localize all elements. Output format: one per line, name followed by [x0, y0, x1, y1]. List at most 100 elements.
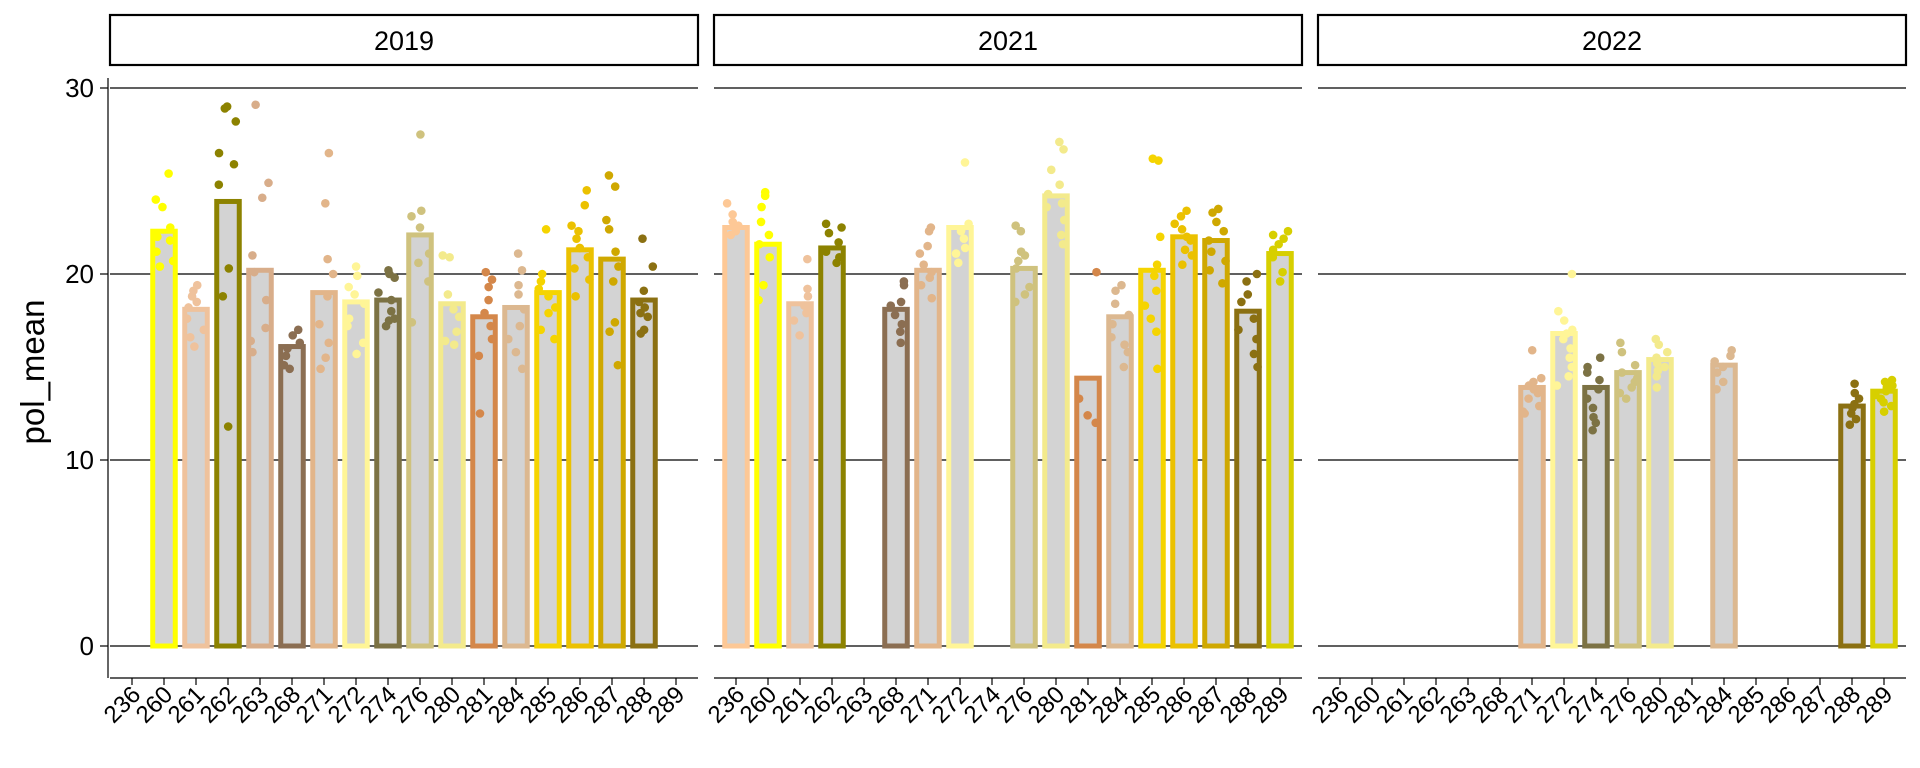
data-point: [1154, 156, 1163, 165]
bar-2022-271: [1518, 384, 1546, 649]
data-point: [765, 252, 775, 262]
data-point: [614, 262, 623, 271]
data-point: [424, 249, 434, 258]
data-point: [536, 325, 546, 335]
facet-panel-2019: 2019236260261262263268271272274276280281…: [99, 13, 700, 729]
data-point: [550, 303, 560, 312]
data-point: [722, 199, 732, 208]
facet-panel-2021: 2021236260261262263268271272274276280281…: [703, 13, 1304, 729]
data-point: [515, 321, 525, 331]
facet-strip-label: 2022: [1582, 26, 1642, 56]
data-point: [638, 234, 647, 243]
data-point: [511, 347, 521, 357]
data-point: [487, 334, 497, 344]
data-point: [295, 338, 305, 348]
data-point: [1879, 398, 1888, 407]
data-point: [1520, 409, 1529, 418]
data-point: [925, 273, 935, 283]
data-point: [956, 226, 966, 236]
data-point: [760, 191, 770, 201]
data-point: [248, 251, 257, 260]
data-point: [1042, 202, 1051, 212]
data-point: [1566, 344, 1575, 353]
data-point: [1283, 226, 1293, 236]
data-point: [1108, 319, 1117, 329]
x-tick-label: 289: [1247, 681, 1294, 728]
data-point: [1014, 256, 1023, 266]
data-point: [1616, 338, 1625, 348]
data-point: [1268, 230, 1278, 240]
data-point: [1726, 351, 1735, 361]
data-point: [1182, 206, 1191, 216]
data-point: [960, 243, 970, 253]
data-point: [1249, 314, 1259, 323]
data-point: [1527, 345, 1537, 355]
bar-2019-276: [406, 232, 434, 649]
bar-2021-285: [1138, 267, 1166, 649]
data-point: [155, 262, 165, 271]
x-tick-label: 289: [1851, 681, 1898, 728]
data-point: [636, 308, 645, 318]
data-point: [572, 234, 581, 243]
data-point: [789, 316, 799, 325]
data-point: [475, 409, 485, 418]
data-point: [192, 297, 202, 307]
data-point: [261, 295, 271, 305]
data-point: [1278, 267, 1287, 277]
data-point: [1595, 353, 1605, 363]
bar-2019-287: [598, 256, 626, 649]
data-point: [837, 223, 846, 232]
data-point: [1617, 347, 1627, 357]
data-point: [1153, 364, 1162, 374]
data-point: [605, 327, 614, 336]
data-point: [438, 251, 448, 260]
data-point: [755, 239, 764, 249]
data-point: [643, 312, 653, 322]
data-point: [1718, 377, 1728, 387]
data-point: [1564, 372, 1573, 381]
data-point: [484, 282, 493, 292]
data-point: [1178, 260, 1187, 270]
bar-2019-284: [502, 304, 530, 649]
data-point: [1092, 267, 1101, 277]
data-point: [1879, 407, 1889, 416]
data-point: [1524, 394, 1533, 403]
data-point: [890, 310, 900, 320]
data-point: [534, 284, 544, 294]
data-point: [407, 318, 417, 327]
data-point: [390, 273, 399, 283]
data-point: [324, 148, 334, 158]
bar-2019-281: [470, 314, 498, 649]
data-point: [220, 104, 230, 113]
data-point: [608, 277, 618, 286]
data-point: [924, 226, 934, 236]
data-point: [611, 247, 620, 256]
data-point: [1056, 230, 1066, 240]
data-point: [544, 308, 553, 318]
data-point: [352, 271, 362, 281]
data-point: [1253, 362, 1262, 372]
data-point: [648, 262, 658, 271]
data-point: [321, 199, 330, 208]
data-point: [964, 219, 973, 229]
x-tick-label: 289: [643, 681, 690, 728]
data-point: [897, 319, 907, 329]
data-point: [541, 225, 551, 234]
data-point: [1176, 212, 1186, 221]
data-point: [1025, 282, 1034, 292]
data-point: [1186, 236, 1195, 245]
data-point: [344, 282, 353, 292]
data-point: [1204, 236, 1214, 245]
data-point: [886, 301, 896, 310]
data-point: [728, 210, 737, 219]
data-point: [1218, 279, 1227, 288]
data-point: [440, 336, 450, 346]
data-point: [315, 319, 324, 329]
data-point: [246, 336, 256, 346]
data-point: [358, 338, 368, 348]
bar-2019-286: [566, 247, 594, 649]
data-point: [449, 305, 458, 314]
bar-2021-280: [1042, 193, 1070, 649]
data-point: [1083, 411, 1092, 420]
data-point: [1011, 264, 1021, 273]
